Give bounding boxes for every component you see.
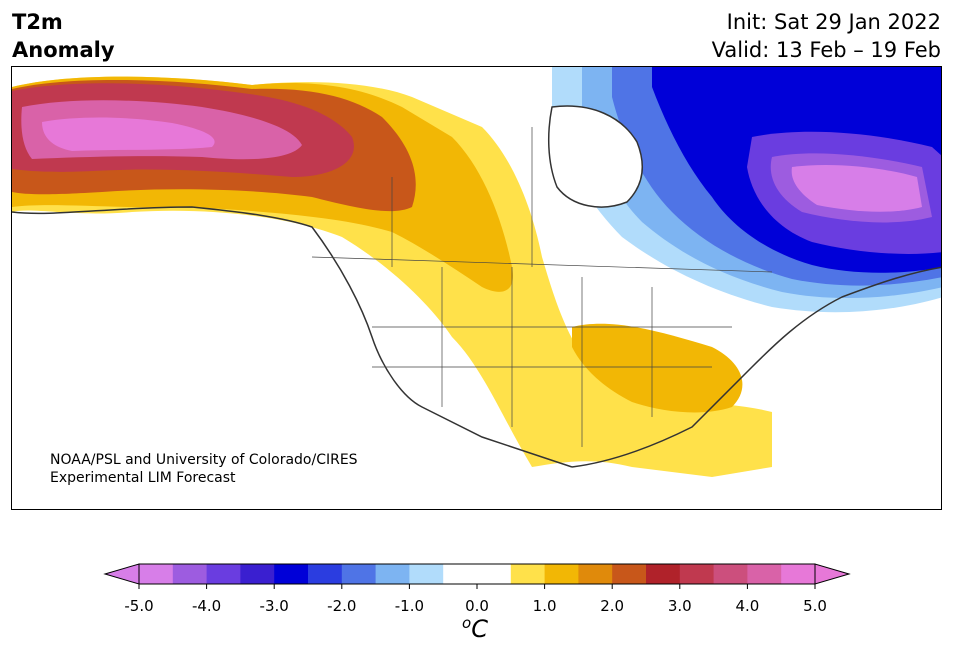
colorbar-segment [747,564,782,584]
colorbar-tick-label: 2.0 [600,597,625,615]
warm-region-alaska-max [42,117,215,151]
valid-range: Valid: 13 Feb – 19 Feb [711,38,941,62]
colorbar-tick-label: 3.0 [667,597,692,615]
colorbar-segment [308,564,343,584]
colorbar-left-extend [103,563,140,585]
colorbar-unit: oC [462,614,488,643]
cold-region-magenta [791,165,922,212]
map-title: T2m Anomaly [12,8,115,64]
colorbar-segment [139,564,174,584]
colorbar-segment [274,564,309,584]
colorbar-segment [341,564,377,584]
map-credit-line2: Experimental LIM Forecast [50,470,236,486]
colorbar-tick-label: 1.0 [532,597,557,615]
colorbar-segment [679,564,715,584]
map-credit-line1: NOAA/PSL and University of Colorado/CIRE… [50,452,358,468]
colorbar-segment [240,564,275,584]
colorbar-segment [510,564,546,584]
colorbar [103,563,851,589]
title-type: Anomaly [12,38,115,62]
colorbar-tick-label: -2.0 [327,597,357,615]
unit-celsius: C [471,615,488,643]
colorbar-segment [612,564,647,584]
anomaly-map: NOAA/PSL and University of Colorado/CIRE… [11,66,942,510]
colorbar-segment [781,564,816,584]
coastline-east [571,266,941,468]
colorbar-tick-marks [138,584,816,589]
colorbar-tick-label: -1.0 [394,597,425,615]
colorbar-segment [544,564,579,584]
state-borders [311,127,773,447]
coastline-west [12,206,573,468]
init-date: Init: Sat 29 Jan 2022 [726,10,941,34]
colorbar-segment [646,564,681,584]
colorbar-tick-label: -5.0 [124,597,154,615]
colorbar-segment [713,564,748,584]
hudson-bay [547,105,643,208]
forecast-dates: Init: Sat 29 Jan 2022 Valid: 13 Feb – 19… [712,8,941,64]
colorbar-tick-label: 5.0 [803,597,827,615]
colorbar-segments [139,564,816,584]
map-canvas: NOAA/PSL and University of Colorado/CIRE… [12,67,941,486]
warm-region-southeast [572,323,743,413]
colorbar-tick-label: 0.0 [465,597,489,615]
colorbar-segment [477,564,512,584]
colorbar-segment [578,564,613,584]
colorbar-segment [409,564,444,584]
colorbar-tick-label: -3.0 [259,597,289,615]
colorbar-right-extend [814,563,851,585]
colorbar-segment [443,564,478,584]
colorbar-segment [375,564,410,584]
colorbar-segment [172,564,208,584]
colorbar-tick-label: -4.0 [191,597,222,615]
title-variable: T2m [12,10,63,34]
colorbar-segment [206,564,241,584]
unit-degree-symbol: o [462,614,472,632]
colorbar-tick-label: 4.0 [735,597,760,615]
